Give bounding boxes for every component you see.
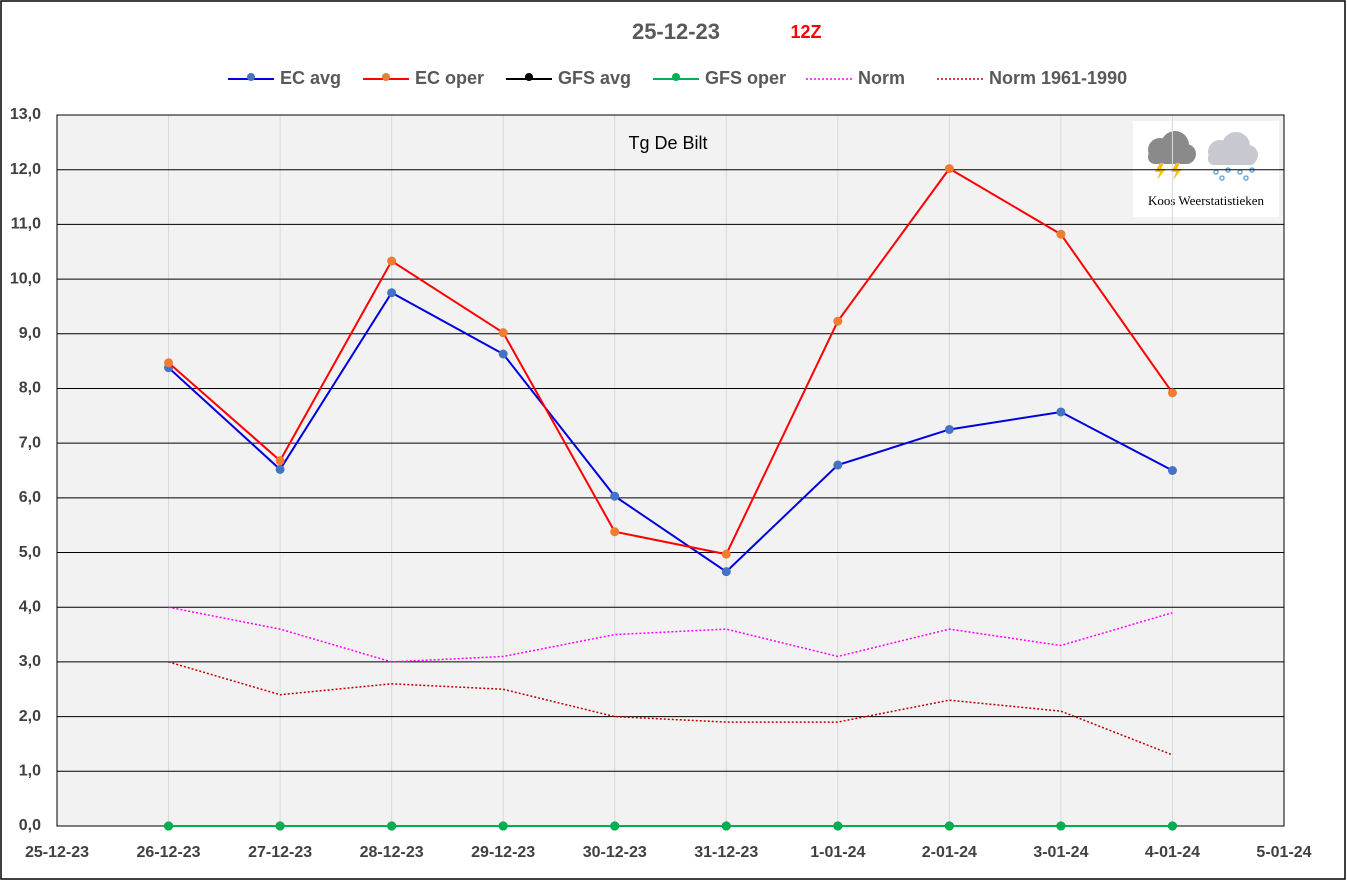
x-tick-label: 31-12-23 — [694, 844, 758, 861]
marker — [164, 358, 174, 368]
marker — [1056, 821, 1066, 831]
marker — [275, 456, 285, 466]
y-tick-label: 11,0 — [11, 216, 41, 233]
series-line — [168, 661, 1173, 756]
y-tick-label: 13,0 — [10, 106, 41, 123]
marker — [1056, 229, 1066, 239]
y-tick-label: 3,0 — [19, 653, 41, 670]
y-tick-label: 5,0 — [19, 544, 41, 561]
y-tick-label: 6,0 — [19, 489, 41, 506]
marker — [944, 164, 954, 174]
x-tick-label: 25-12-23 — [25, 844, 89, 861]
legend-marker — [525, 73, 533, 81]
marker — [387, 256, 397, 266]
y-tick-label: 7,0 — [19, 434, 41, 451]
marker — [833, 316, 843, 326]
x-tick-label: 1-01-24 — [810, 844, 865, 861]
marker — [1056, 407, 1066, 417]
marker — [721, 567, 731, 577]
marker — [833, 460, 843, 470]
x-tick-label: 4-01-24 — [1145, 844, 1200, 861]
x-tick-label: 3-01-24 — [1033, 844, 1088, 861]
series-line — [167, 167, 1174, 556]
x-tick-label: 27-12-23 — [248, 844, 312, 861]
x-tick-label: 26-12-23 — [137, 844, 201, 861]
marker — [721, 821, 731, 831]
marker — [275, 821, 285, 831]
marker — [1167, 388, 1177, 398]
marker — [498, 349, 508, 359]
marker — [498, 821, 508, 831]
legend-marker — [672, 73, 680, 81]
storm-icon — [1148, 131, 1196, 164]
marker — [164, 821, 174, 831]
annotation: Tg De Bilt — [628, 133, 707, 153]
marker — [610, 527, 620, 537]
legend-marker — [247, 73, 255, 81]
y-tick-label: 8,0 — [19, 380, 41, 397]
lightning-icon — [1155, 163, 1182, 180]
series-line — [167, 291, 1173, 573]
marker — [944, 821, 954, 831]
marker — [721, 549, 731, 559]
legend-label: Norm — [858, 68, 905, 88]
y-tick-label: 1,0 — [19, 763, 41, 780]
x-tick-label: 30-12-23 — [583, 844, 647, 861]
y-tick-label: 9,0 — [19, 325, 41, 342]
marker — [498, 328, 508, 338]
marker — [610, 821, 620, 831]
chart-title: 25-12-23 — [632, 19, 720, 44]
legend-label: Norm 1961-1990 — [989, 68, 1127, 88]
y-tick-label: 0,0 — [19, 817, 41, 834]
marker — [610, 491, 620, 501]
x-tick-label: 29-12-23 — [471, 844, 535, 861]
marker — [944, 424, 954, 434]
snow-cloud-icon — [1208, 132, 1258, 165]
marker — [387, 288, 397, 298]
plot-area — [57, 115, 1284, 826]
y-tick-label: 4,0 — [19, 598, 41, 615]
legend-label: EC avg — [280, 68, 341, 88]
marker — [1167, 821, 1177, 831]
series-line — [168, 606, 1173, 663]
marker — [275, 464, 285, 474]
logo: Koos Weerstatistieken — [1133, 121, 1279, 217]
marker — [387, 821, 397, 831]
legend-label: EC oper — [415, 68, 484, 88]
logo-text: Koos Weerstatistieken — [1148, 193, 1265, 208]
y-tick-label: 10,0 — [10, 270, 41, 287]
legend-label: GFS oper — [705, 68, 786, 88]
marker — [833, 821, 843, 831]
chart-subtitle: 12Z — [790, 22, 821, 42]
legend-label: GFS avg — [558, 68, 631, 88]
x-tick-label: 5-01-24 — [1256, 844, 1311, 861]
y-tick-label: 12,0 — [10, 161, 41, 178]
marker — [1167, 466, 1177, 475]
y-tick-label: 2,0 — [19, 708, 41, 725]
legend-marker — [382, 73, 390, 81]
x-tick-label: 2-01-24 — [922, 844, 977, 861]
x-tick-label: 28-12-23 — [360, 844, 424, 861]
